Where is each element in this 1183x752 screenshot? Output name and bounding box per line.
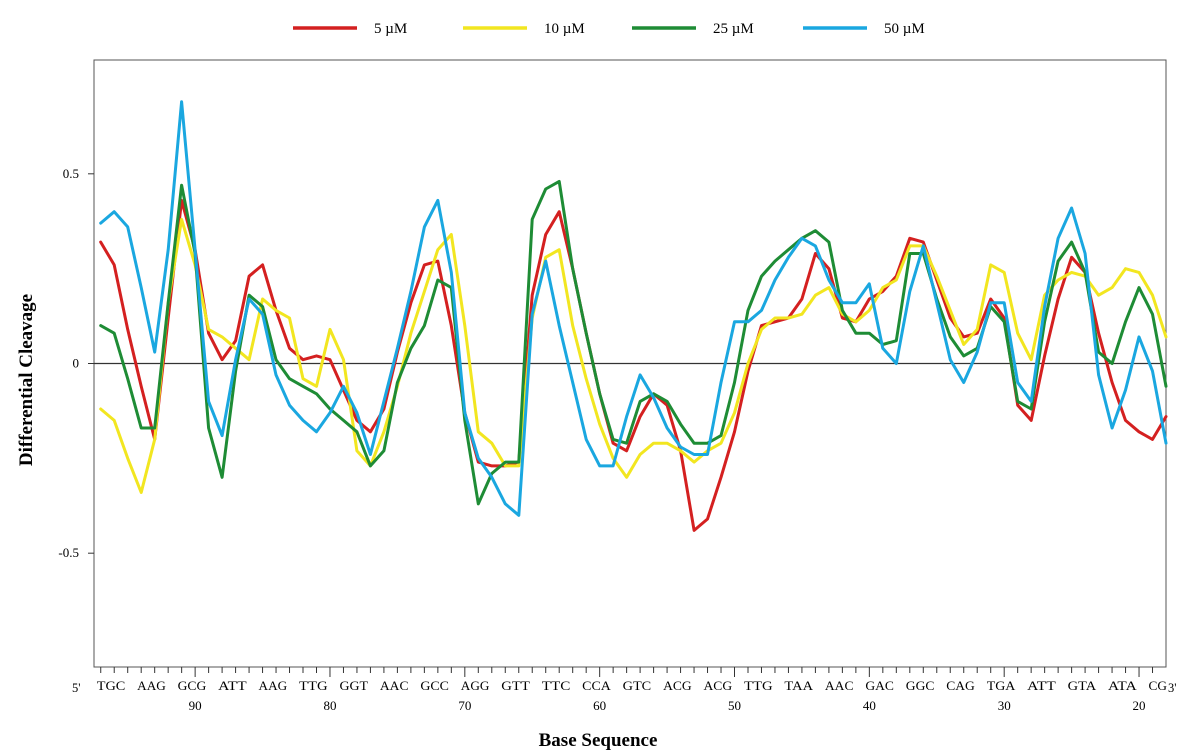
- x-tick-label: 60: [593, 698, 606, 713]
- base-sequence-group: ACG: [663, 679, 692, 693]
- base-sequence-group: TAA: [784, 679, 813, 693]
- x-tick-label: 90: [189, 698, 202, 713]
- base-sequence-group: GTC: [623, 679, 652, 693]
- base-sequence-group: ATT: [218, 679, 247, 693]
- series-line-1: [99, 198, 1168, 532]
- y-axis-title: Differential Cleavage: [16, 294, 37, 466]
- legend: 5 µM 10 µM 25 µM 50 µM: [293, 21, 925, 37]
- y-tick-label: 0.5: [63, 166, 79, 181]
- base-sequence-group: GAC: [865, 679, 894, 693]
- x-tick-label: 70: [458, 698, 471, 713]
- series-line-2: [99, 217, 1168, 494]
- five-prime-label: 5': [72, 681, 81, 695]
- base-sequence-group: ATT: [1027, 679, 1056, 693]
- x-axis-title: Base Sequence: [539, 730, 658, 751]
- base-sequence-group: CCA: [582, 679, 611, 693]
- three-prime-label: 3': [1168, 681, 1177, 695]
- legend-label-1: 5 µM: [374, 21, 407, 37]
- legend-label-4: 50 µM: [884, 21, 925, 37]
- x-tick-label: 80: [323, 698, 336, 713]
- base-sequence-group: AAG: [137, 679, 166, 693]
- series-line-4: [99, 100, 1168, 517]
- base-sequence-group: CG: [1149, 679, 1167, 693]
- legend-label-3: 25 µM: [713, 21, 754, 37]
- base-sequence-group: TTG: [744, 679, 773, 693]
- x-tick-label: 50: [728, 698, 741, 713]
- y-tick-label: -0.5: [58, 545, 79, 560]
- base-sequence-group: AAC: [825, 679, 854, 693]
- base-sequence-group: CAG: [946, 679, 975, 693]
- base-sequence-group: GTA: [1068, 679, 1097, 693]
- base-sequence-group: AGG: [461, 679, 490, 693]
- plot-area: [93, 59, 1168, 668]
- base-sequence-group: TGC: [97, 679, 126, 693]
- base-sequence-group: TTG: [299, 679, 328, 693]
- x-axis: TGC AAG GCG ATT AAG TTG GGT AAC GCC AGG GTT TTC CCA G…: [72, 667, 1177, 713]
- base-sequence-group: GCC: [420, 679, 449, 693]
- base-sequence-group: AAC: [380, 679, 409, 693]
- y-axis: 0.5 0 -0.5: [58, 166, 94, 560]
- legend-label-2: 10 µM: [544, 21, 585, 37]
- base-sequence-group: TGA: [987, 679, 1016, 693]
- base-sequence-group: TTC: [542, 679, 571, 693]
- base-sequence-group: AAG: [259, 679, 288, 693]
- x-tick-label: 30: [998, 698, 1011, 713]
- base-sequence-group: GTT: [501, 679, 530, 693]
- base-sequence-group: ACG: [704, 679, 733, 693]
- base-sequence-group: GGC: [906, 679, 935, 693]
- x-tick-label: 20: [1133, 698, 1146, 713]
- series-line-3: [99, 179, 1168, 506]
- base-sequence-group: ATA: [1108, 679, 1137, 693]
- x-tick-label: 40: [863, 698, 876, 713]
- y-tick-label: 0: [73, 356, 80, 371]
- base-sequence-group: GCG: [178, 679, 207, 693]
- base-sequence-group: GGT: [339, 679, 368, 693]
